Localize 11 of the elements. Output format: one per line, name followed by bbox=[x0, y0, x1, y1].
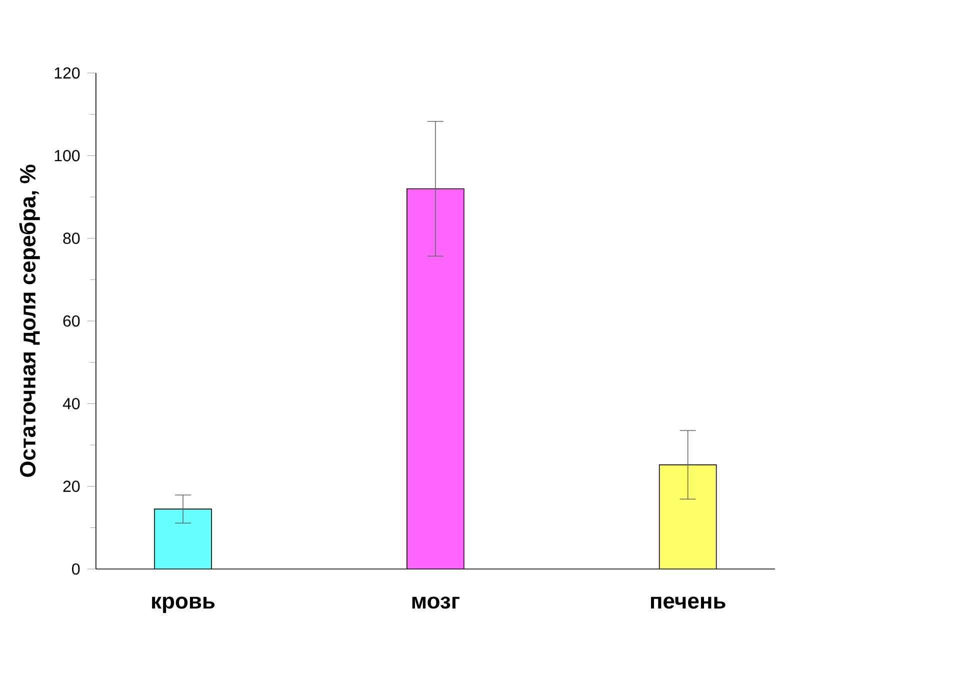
y-tick-label: 0 bbox=[72, 563, 80, 575]
y-tick-label: 100 bbox=[54, 150, 80, 162]
y-tick-label: 60 bbox=[63, 315, 80, 327]
x-tick-label: кровь bbox=[152, 596, 215, 614]
y-tick-label: 40 bbox=[62, 398, 80, 410]
y-tick-label: 120 bbox=[54, 67, 80, 79]
y-tick-label: 80 bbox=[63, 232, 80, 244]
x-tick-label: мозг bbox=[412, 596, 460, 609]
y-axis-title: Остаточная доля серебра, % bbox=[19, 164, 40, 477]
x-tick-label: печень bbox=[650, 596, 726, 609]
y-tick-label: 20 bbox=[63, 480, 80, 492]
